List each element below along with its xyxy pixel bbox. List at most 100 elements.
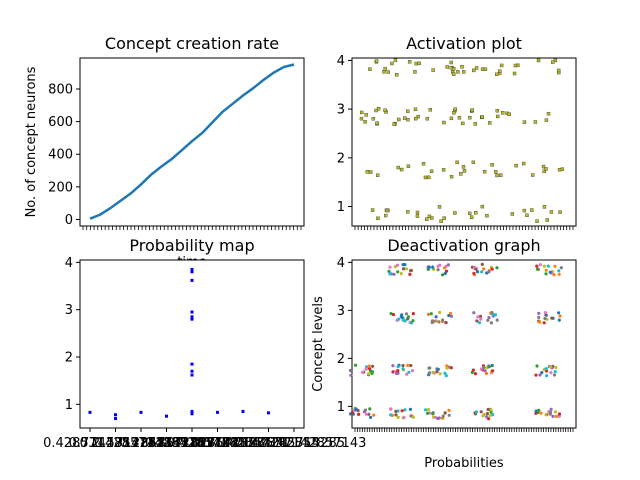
scatter-point bbox=[449, 174, 454, 179]
scatter-point bbox=[485, 415, 489, 419]
scatter-point bbox=[376, 216, 380, 221]
y-tick-label: 4 bbox=[337, 256, 345, 271]
scatter-point bbox=[507, 112, 511, 116]
scatter-point bbox=[556, 68, 561, 73]
y-tick-label: 1 bbox=[337, 400, 345, 415]
scatter-point bbox=[489, 321, 493, 325]
scatter-point bbox=[190, 409, 194, 413]
scatter-point bbox=[406, 363, 410, 367]
scatter-point bbox=[392, 272, 396, 276]
scatter-point bbox=[444, 374, 448, 378]
scatter-point bbox=[489, 408, 493, 412]
scatter-point bbox=[425, 411, 430, 415]
scatter-point bbox=[425, 217, 429, 221]
scatter-point bbox=[415, 214, 420, 218]
scatter-point bbox=[553, 264, 557, 268]
scatter-point bbox=[447, 413, 451, 417]
scatter-point bbox=[396, 270, 400, 274]
scatter-point bbox=[375, 173, 380, 177]
scatter-point bbox=[397, 117, 401, 122]
scatter-point bbox=[375, 121, 379, 125]
scatter-point bbox=[444, 321, 448, 325]
scatter-point bbox=[537, 408, 541, 412]
scatter-point bbox=[427, 371, 432, 375]
scatter-point bbox=[551, 414, 555, 418]
y-axis-label: Concept levels bbox=[311, 296, 326, 392]
scatter-point bbox=[452, 66, 456, 71]
scatter-point bbox=[88, 410, 92, 414]
scatter-point bbox=[190, 278, 194, 282]
scatter-point bbox=[348, 368, 352, 373]
x-tick-label: 0.5714285714285714 bbox=[94, 436, 239, 451]
scatter-point bbox=[476, 315, 480, 319]
scatter-point bbox=[557, 272, 561, 276]
scatter-point bbox=[558, 210, 562, 214]
y-tick-label: 1 bbox=[337, 200, 345, 215]
scatter-point bbox=[413, 70, 417, 74]
scatter-point bbox=[439, 219, 443, 223]
scatter-point bbox=[388, 272, 392, 276]
scatter-point bbox=[406, 164, 411, 168]
scatter-point bbox=[551, 60, 555, 64]
scatter-point bbox=[545, 374, 549, 378]
scatter-point bbox=[513, 63, 518, 68]
scatter-points bbox=[348, 262, 563, 421]
scatter-point bbox=[392, 122, 396, 126]
scatter-point bbox=[400, 409, 404, 413]
scatter-points bbox=[88, 267, 270, 421]
scatter-point bbox=[480, 270, 484, 274]
scatter-point bbox=[542, 205, 547, 209]
scatter-point bbox=[139, 410, 143, 414]
scatter-point bbox=[363, 408, 368, 412]
scatter-point bbox=[367, 364, 371, 368]
scatter-point bbox=[480, 262, 484, 266]
x-ticks bbox=[82, 226, 302, 230]
scatter-point bbox=[549, 371, 553, 375]
scatter-point bbox=[487, 316, 491, 320]
scatter-point bbox=[216, 410, 219, 414]
scatter-point bbox=[353, 363, 358, 367]
y-tick-label: 200 bbox=[48, 180, 73, 195]
scatter-point bbox=[482, 365, 486, 369]
chart-title: Deactivation graph bbox=[387, 236, 540, 255]
scatter-point bbox=[485, 412, 489, 416]
scatter-point bbox=[368, 67, 372, 71]
y-ticks: 1 2 3 4 bbox=[337, 54, 352, 215]
scatter-point bbox=[449, 314, 454, 318]
scatter-point bbox=[480, 115, 484, 119]
y-tick-label: 2 bbox=[337, 151, 345, 166]
scatter-point bbox=[349, 373, 353, 377]
scatter-point bbox=[371, 116, 376, 121]
scatter-point bbox=[486, 318, 490, 322]
scatter-point bbox=[534, 409, 538, 413]
scatter-point bbox=[544, 272, 548, 276]
scatter-point bbox=[499, 173, 503, 177]
scatter-point bbox=[449, 366, 453, 370]
scatter-point bbox=[437, 205, 442, 209]
scatter-point bbox=[453, 211, 457, 215]
scatter-point bbox=[406, 210, 410, 214]
scatter-point bbox=[493, 169, 498, 174]
y-ticks: 1 2 3 4 bbox=[337, 256, 352, 415]
x-ticks bbox=[354, 428, 574, 432]
scatter-point bbox=[474, 66, 479, 70]
scatter-point bbox=[403, 116, 407, 120]
scatter-point bbox=[425, 116, 430, 121]
scatter-point bbox=[451, 72, 456, 76]
scatter-point bbox=[401, 367, 405, 371]
scatter-point bbox=[461, 165, 466, 169]
scatter-point bbox=[552, 373, 557, 377]
scatter-point bbox=[408, 407, 412, 411]
scatter-point bbox=[190, 369, 194, 373]
scatter-point bbox=[396, 365, 400, 369]
scatter-point bbox=[475, 270, 480, 274]
scatter-point bbox=[431, 370, 435, 375]
scatter-point bbox=[389, 312, 393, 316]
scatter-point bbox=[474, 211, 478, 215]
scatter-point bbox=[544, 167, 548, 171]
scatter-point bbox=[495, 72, 499, 77]
scatter-point bbox=[546, 111, 551, 116]
scatter-point bbox=[408, 272, 412, 276]
scatter-point bbox=[500, 111, 505, 115]
scatter-point bbox=[402, 415, 406, 420]
